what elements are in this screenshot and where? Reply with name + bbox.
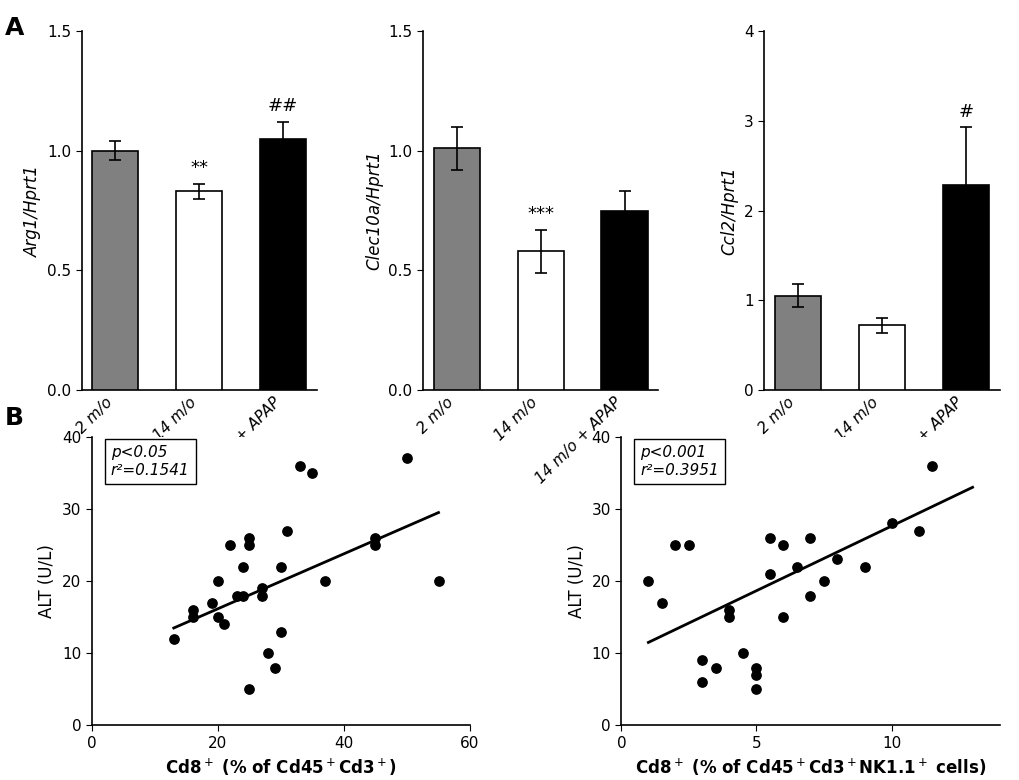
- Point: [367, 532, 383, 544]
- Point: [216, 618, 232, 630]
- Point: [748, 661, 764, 674]
- Point: [184, 611, 201, 623]
- Point: [228, 590, 245, 602]
- Point: [680, 539, 696, 551]
- Point: [210, 611, 226, 623]
- Point: [856, 560, 872, 573]
- Point: [242, 532, 258, 544]
- Point: [430, 575, 446, 587]
- Point: [317, 575, 333, 587]
- Bar: [517, 251, 564, 390]
- Point: [272, 626, 288, 638]
- Bar: [774, 296, 820, 390]
- Point: [828, 553, 845, 566]
- Point: [774, 611, 791, 623]
- Point: [788, 560, 804, 573]
- Point: [234, 590, 251, 602]
- Point: [304, 466, 320, 479]
- Point: [882, 517, 899, 530]
- Point: [761, 568, 777, 580]
- Point: [653, 597, 669, 609]
- Point: [707, 661, 723, 674]
- Text: #: #: [957, 103, 972, 121]
- Point: [184, 604, 201, 616]
- Bar: [601, 211, 647, 390]
- Text: ***: ***: [527, 204, 553, 222]
- Bar: [433, 148, 479, 390]
- Point: [748, 668, 764, 681]
- Y-axis label: Ccl2/Hprt1: Ccl2/Hprt1: [719, 166, 738, 255]
- Point: [242, 539, 258, 551]
- Point: [254, 590, 270, 602]
- Point: [234, 560, 251, 573]
- Point: [165, 633, 181, 645]
- Bar: [858, 325, 904, 390]
- Point: [242, 683, 258, 696]
- Point: [761, 532, 777, 544]
- Point: [260, 647, 276, 660]
- Point: [398, 452, 415, 465]
- Point: [203, 597, 219, 609]
- Y-axis label: ALT (U/L): ALT (U/L): [568, 544, 586, 618]
- Text: **: **: [191, 159, 208, 177]
- Text: ##: ##: [268, 97, 298, 115]
- Point: [666, 539, 683, 551]
- Y-axis label: Arg1/Hprt1: Arg1/Hprt1: [23, 165, 42, 257]
- Point: [640, 575, 656, 587]
- Point: [720, 604, 737, 616]
- Point: [748, 683, 764, 696]
- Point: [266, 661, 282, 674]
- Point: [910, 524, 926, 537]
- X-axis label: Cd8$^+$ (% of Cd45$^+$Cd3$^+$): Cd8$^+$ (% of Cd45$^+$Cd3$^+$): [165, 757, 396, 778]
- Y-axis label: Clec10a/Hprt1: Clec10a/Hprt1: [365, 151, 382, 271]
- Point: [694, 675, 710, 688]
- Point: [923, 459, 940, 472]
- Point: [815, 575, 832, 587]
- Point: [272, 560, 288, 573]
- Y-axis label: ALT (U/L): ALT (U/L): [39, 544, 56, 618]
- Point: [802, 590, 818, 602]
- Bar: [942, 186, 988, 390]
- Text: B: B: [5, 406, 24, 430]
- Point: [367, 539, 383, 551]
- Point: [254, 582, 270, 594]
- Text: p<0.05
r²=0.1541: p<0.05 r²=0.1541: [111, 445, 190, 478]
- Text: p<0.001
r²=0.3951: p<0.001 r²=0.3951: [640, 445, 718, 478]
- Bar: [92, 151, 139, 390]
- X-axis label: Cd8$^+$ (% of Cd45$^+$Cd3$^+$NK1.1$^+$ cells): Cd8$^+$ (% of Cd45$^+$Cd3$^+$NK1.1$^+$ c…: [634, 757, 985, 778]
- Point: [291, 459, 308, 472]
- Point: [720, 611, 737, 623]
- Point: [222, 539, 238, 551]
- Point: [802, 532, 818, 544]
- Bar: [176, 191, 222, 390]
- Text: A: A: [5, 16, 24, 40]
- Bar: [260, 139, 306, 390]
- Point: [210, 575, 226, 587]
- Point: [694, 654, 710, 667]
- Point: [774, 539, 791, 551]
- Point: [734, 647, 750, 660]
- Point: [279, 524, 296, 537]
